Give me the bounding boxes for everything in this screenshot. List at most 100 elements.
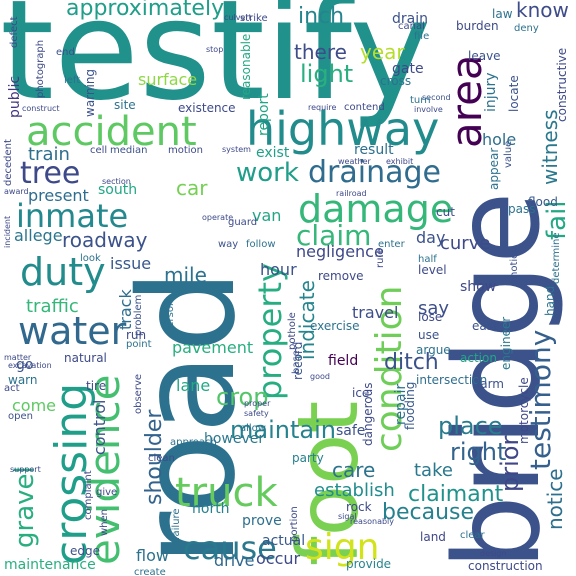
word: motion	[168, 145, 204, 156]
word: car	[176, 176, 208, 200]
word: allow	[240, 423, 266, 434]
word: contend	[344, 102, 385, 113]
word: issue	[110, 254, 152, 273]
word: use	[418, 328, 440, 342]
word: way	[218, 239, 239, 250]
word: award	[4, 187, 29, 196]
word: rule	[375, 248, 386, 268]
word: railroad	[336, 189, 367, 198]
word: approach	[170, 437, 217, 448]
word: exhibit	[386, 157, 414, 166]
word: maintain	[230, 416, 336, 444]
word: drainage	[308, 155, 441, 190]
word: flooding	[403, 381, 417, 430]
word: tree	[20, 156, 81, 191]
word: testify	[0, 0, 432, 131]
word: law	[492, 7, 513, 21]
word: pass	[508, 202, 536, 216]
word: accident	[26, 109, 197, 155]
word: canal	[398, 21, 425, 32]
word: result	[354, 142, 394, 158]
word: constructive	[555, 47, 569, 122]
word: turn	[410, 95, 431, 106]
word: inch	[298, 4, 345, 29]
word: control	[90, 399, 109, 455]
word: look	[80, 253, 101, 264]
word: actual	[262, 533, 306, 549]
word: base	[291, 350, 302, 374]
word: occur	[256, 549, 301, 568]
word: ditch	[384, 350, 439, 375]
word: damage	[298, 187, 454, 231]
word: show	[460, 279, 497, 295]
word: construct	[22, 104, 60, 113]
word: come	[12, 396, 57, 415]
word: complaint	[83, 470, 94, 520]
word: engineer	[499, 316, 513, 370]
word: warn	[8, 373, 38, 387]
word: care	[332, 458, 376, 482]
word: curve	[440, 233, 491, 254]
word: value	[503, 140, 514, 168]
word: open	[8, 411, 33, 422]
word: provide	[346, 557, 392, 571]
word: highway	[246, 102, 440, 156]
word: negligence	[296, 242, 384, 261]
word: allege	[14, 226, 63, 245]
word: hour	[260, 260, 297, 279]
word: mile	[164, 263, 207, 287]
word: create	[134, 567, 166, 576]
word: good	[310, 372, 330, 381]
word: light	[300, 60, 354, 88]
word: act	[4, 383, 20, 394]
word: approximately	[66, 0, 225, 21]
word: sign	[305, 527, 380, 568]
word: know	[516, 0, 569, 22]
word: determine	[551, 232, 562, 284]
word: duty	[20, 250, 106, 294]
word: stop	[206, 45, 224, 54]
word: maintenance	[4, 557, 96, 573]
word: failure	[171, 508, 182, 540]
word: however	[204, 431, 265, 447]
word: median	[110, 145, 148, 156]
word: exist	[256, 145, 290, 161]
word: reasonably	[350, 517, 395, 526]
word: hole	[482, 130, 517, 149]
word: point	[126, 339, 152, 350]
word: track	[116, 289, 135, 330]
word: appear	[487, 147, 501, 190]
word: gate	[392, 61, 424, 77]
word: surface	[138, 70, 198, 89]
word: establish	[314, 480, 395, 501]
word: guard	[228, 217, 258, 228]
word: observe	[133, 373, 144, 414]
word: proper	[244, 399, 271, 408]
word: culvert	[224, 13, 252, 22]
word: portion	[289, 506, 300, 542]
word: say	[418, 298, 450, 319]
word: burden	[456, 19, 499, 33]
word: flow	[136, 546, 169, 565]
word: deny	[514, 23, 539, 34]
word: intersection	[416, 373, 488, 387]
word: operate	[202, 213, 234, 222]
word: cell	[90, 145, 108, 156]
word: travel	[352, 303, 399, 322]
word: second	[422, 93, 451, 102]
word: place	[438, 412, 503, 440]
word: right	[450, 438, 507, 466]
word: defect	[9, 16, 20, 48]
word: cut	[436, 205, 455, 219]
word: left	[64, 75, 81, 86]
word: flood	[528, 195, 558, 209]
word: warning	[83, 68, 97, 117]
word: present	[28, 186, 89, 205]
word: public	[7, 75, 23, 118]
word: traffic	[26, 296, 79, 317]
word: matter	[4, 353, 32, 362]
word: south	[98, 182, 138, 198]
word: follow	[246, 239, 276, 250]
word: drain	[392, 11, 428, 27]
word: there	[294, 40, 347, 64]
